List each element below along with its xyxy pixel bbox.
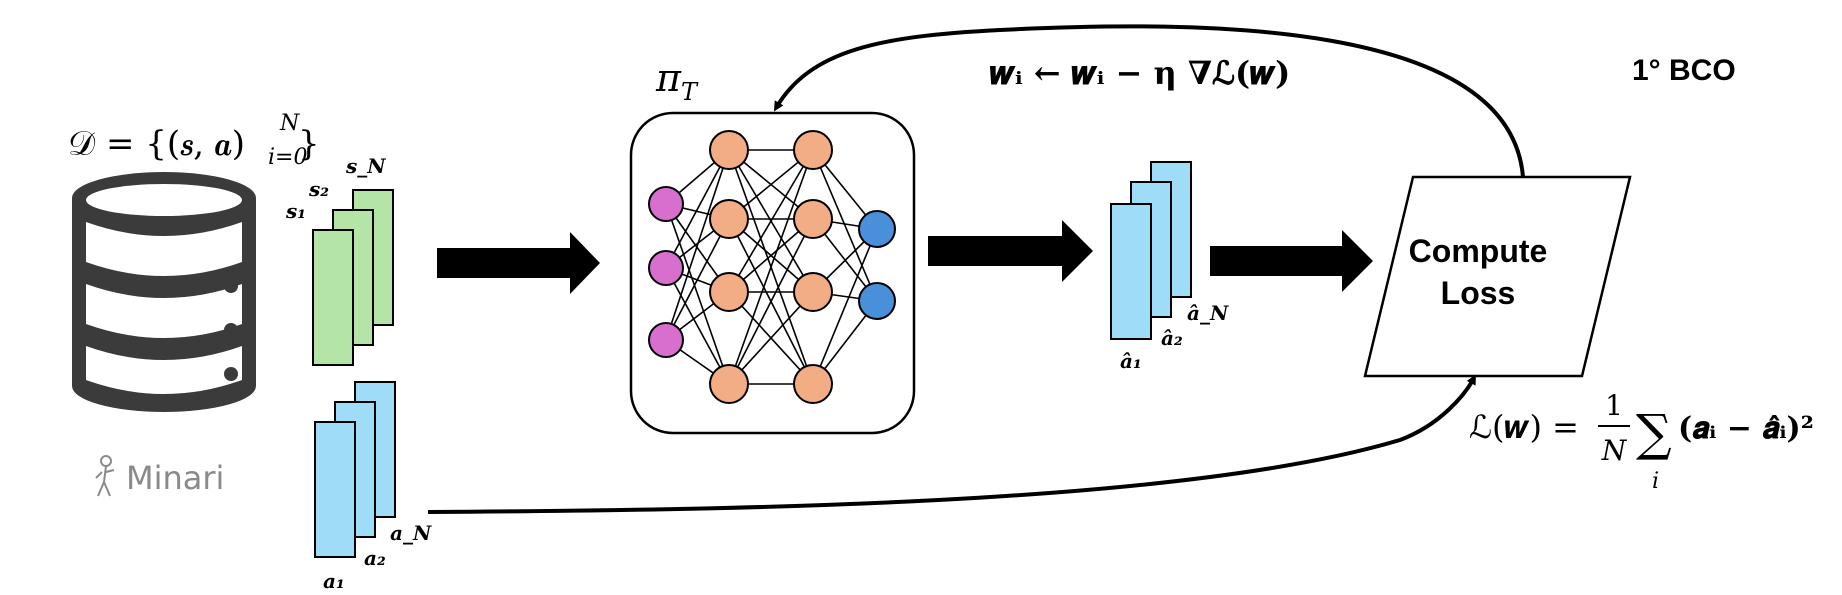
network-edge: [728, 149, 814, 293]
action-label-1: a₁: [323, 569, 345, 593]
network-nodes: [648, 130, 896, 404]
loss-formula-lhs: ℒ(𝒘) =: [1469, 408, 1579, 446]
hidden-node: [793, 364, 833, 404]
policy-label: π T: [655, 56, 699, 106]
network-edge: [728, 149, 814, 385]
network-edge: [812, 149, 878, 302]
hidden-node: [709, 130, 749, 170]
loss-formula-num: 1: [1605, 389, 1623, 422]
diagram-title: 1° BCO: [1632, 54, 1736, 87]
loss-formula-rhs: (𝒂ᵢ − 𝒂̂ᵢ)²: [1678, 411, 1814, 446]
minari-text: Minari: [126, 459, 224, 497]
hidden-node: [709, 199, 749, 239]
weight-update-arrow: [773, 24, 1525, 178]
action-stack: [314, 381, 396, 558]
state-label-n: s_N: [345, 154, 386, 178]
loss-formula-sum-sub: i: [1652, 469, 1659, 494]
policy-pi: π: [655, 56, 682, 100]
predicted-label-1: â₁: [1120, 349, 1142, 373]
network-edge: [728, 218, 814, 385]
predicted-label-n: â_N: [1187, 301, 1229, 325]
action-label-2: a₂: [364, 546, 386, 570]
dataset-formula-main: 𝒟 = {(𝒔, 𝒂): [68, 124, 245, 164]
output-node: [858, 210, 896, 248]
network-edge: [665, 267, 730, 385]
minari-figure-icon: [95, 455, 115, 497]
loss-formula-den: N: [1601, 434, 1628, 467]
network-edge: [665, 149, 730, 341]
network-edge: [812, 228, 878, 385]
update-rule: 𝒘ᵢ ← 𝒘ᵢ − η ∇ℒ(𝒘): [989, 54, 1290, 92]
hidden-node: [709, 364, 749, 404]
predicted-action-stack: [1110, 161, 1192, 340]
network-edge: [665, 218, 730, 341]
network-edge: [665, 149, 730, 269]
hidden-node: [709, 272, 749, 312]
dataset-formula-sub: i=0: [268, 145, 307, 170]
minari-logo: Minari: [95, 455, 224, 497]
policy-sub: T: [681, 78, 699, 106]
hidden-node: [793, 130, 833, 170]
state-label-2: s₂: [308, 177, 329, 201]
loss-formula: ℒ(𝒘) = 1 N ∑ i (𝒂ᵢ − 𝒂̂ᵢ)²: [1469, 389, 1814, 494]
input-node: [648, 250, 684, 286]
dataset-formula: 𝒟 = {(𝒔, 𝒂) N i=0 }: [68, 111, 320, 170]
loss-formula-sum: ∑: [1636, 404, 1672, 462]
compute-loss-line2: Loss: [1441, 275, 1516, 311]
predicted-label-2: â₂: [1161, 326, 1183, 350]
input-node: [648, 322, 684, 358]
action-to-loss-arrow: [427, 374, 1476, 514]
hidden-node: [793, 272, 833, 312]
hidden-node: [793, 199, 833, 239]
state-label-1: s₁: [285, 199, 306, 223]
network-edge: [665, 203, 730, 385]
database-icon: [72, 172, 256, 412]
state-stack: [312, 189, 394, 366]
input-node: [648, 186, 684, 222]
action-label-n: a_N: [390, 521, 432, 545]
compute-loss-line1: Compute: [1409, 233, 1548, 269]
block-arrow-to-loss: [1210, 230, 1373, 292]
output-node: [858, 282, 896, 320]
block-arrow-to-policy: [437, 232, 600, 294]
compute-loss-box: [1363, 175, 1632, 378]
block-arrow-to-predictions: [928, 220, 1093, 282]
network-edge: [728, 291, 814, 385]
dataset-formula-close: }: [298, 124, 320, 164]
dataset-formula-sup: N: [279, 111, 300, 136]
